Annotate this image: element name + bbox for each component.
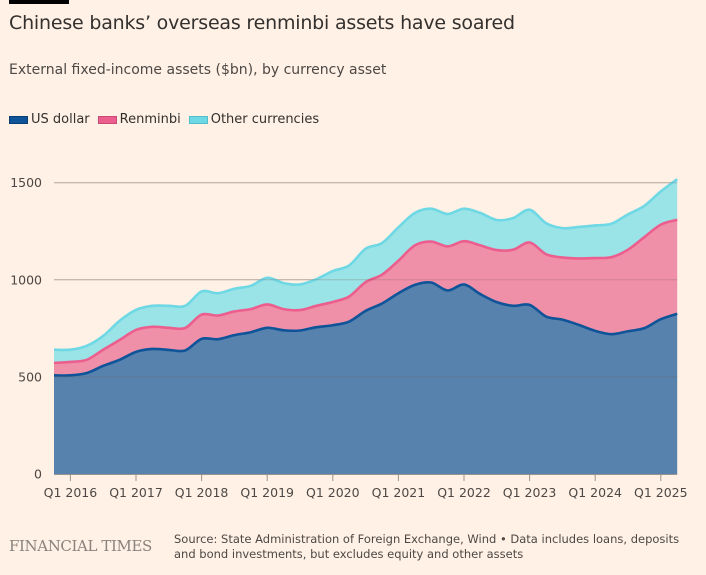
x-tick-label: Q1 2024 [568, 485, 622, 500]
x-tick-label: Q1 2020 [306, 485, 360, 500]
x-tick-label: Q1 2018 [175, 485, 229, 500]
area-renminbi [54, 219, 678, 376]
chart-subtitle: External fixed-income assets ($bn), by c… [9, 62, 387, 78]
y-tick-label: 1500 [10, 175, 42, 190]
legend-item-us-dollar: US dollar [9, 112, 90, 127]
area-other-currencies [54, 179, 678, 363]
ft-logo: FINANCIAL TIMES [9, 537, 152, 555]
x-tick-label: Q1 2016 [44, 485, 98, 500]
y-tick-label: 0 [34, 467, 42, 482]
line-other-currencies [53, 178, 678, 352]
x-tick-label: Q1 2019 [240, 485, 294, 500]
ft-top-bar [9, 0, 69, 4]
y-tick-label: 1000 [10, 272, 42, 287]
chart-title: Chinese banks’ overseas renminbi assets … [9, 12, 515, 34]
legend-swatch-us-dollar [9, 115, 28, 124]
legend-item-other-currencies: Other currencies [188, 112, 320, 127]
legend: US dollar Renminbi Other currencies [9, 112, 327, 127]
x-tick-label: Q1 2023 [503, 485, 557, 500]
legend-label: Other currencies [210, 112, 320, 127]
x-tick-label: Q1 2021 [372, 485, 426, 500]
axes: 0 500 1000 1500 Q1 2016 Q1 2017 Q1 2018 Q1 2019… [10, 175, 687, 500]
x-tick-label: Q1 2017 [109, 485, 163, 500]
source-note: Source: State Administration of Foreign … [174, 532, 680, 561]
legend-label: US dollar [31, 112, 90, 127]
area-series [54, 179, 678, 474]
line-us-dollar [53, 280, 678, 377]
legend-swatch-renminbi [97, 115, 117, 124]
x-tick-label: Q1 2022 [437, 485, 491, 500]
series-lines [53, 178, 678, 378]
legend-item-renminbi: Renminbi [97, 112, 181, 127]
area-us-dollar [54, 282, 678, 474]
legend-label: Renminbi [119, 112, 181, 127]
line-renminbi [53, 218, 678, 365]
x-tick-label: Q1 2025 [634, 485, 688, 500]
legend-swatch-other-currencies [188, 115, 208, 124]
stacked-area-chart: 0 500 1000 1500 Q1 2016 Q1 2017 Q1 2018 Q1 2019… [10, 175, 687, 500]
y-tick-label: 500 [18, 369, 42, 384]
